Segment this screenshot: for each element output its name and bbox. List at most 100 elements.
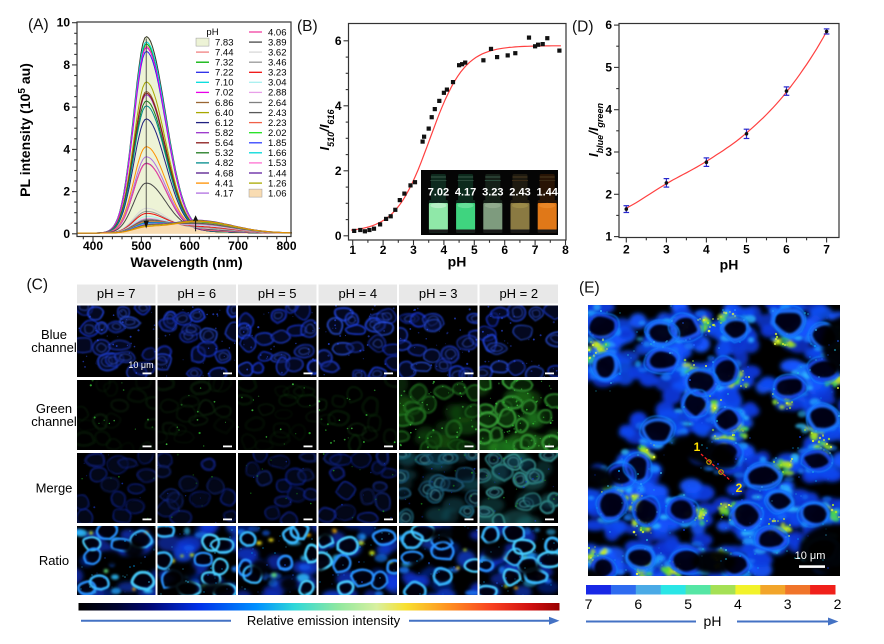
svg-text:pH = 7: pH = 7 <box>97 286 136 301</box>
svg-text:10 μm: 10 μm <box>795 550 826 562</box>
svg-text:6.86: 6.86 <box>215 98 234 109</box>
svg-text:400: 400 <box>83 239 103 253</box>
svg-text:7.02: 7.02 <box>215 88 234 99</box>
svg-text:(B): (B) <box>297 18 318 35</box>
svg-text:channel: channel <box>31 414 77 429</box>
svg-text:pH: pH <box>720 257 739 273</box>
svg-text:1: 1 <box>694 440 701 454</box>
svg-text:8: 8 <box>562 243 569 257</box>
svg-text:10: 10 <box>57 16 71 30</box>
svg-text:500: 500 <box>131 239 151 253</box>
svg-text:(A): (A) <box>28 17 49 34</box>
svg-text:6: 6 <box>634 596 642 612</box>
svg-text:pH = 6: pH = 6 <box>177 286 216 301</box>
svg-text:3: 3 <box>410 243 417 257</box>
svg-text:7.22: 7.22 <box>215 68 234 79</box>
svg-text:3: 3 <box>784 596 792 612</box>
svg-text:2: 2 <box>736 481 743 495</box>
svg-text:2.43: 2.43 <box>268 108 287 119</box>
svg-text:4: 4 <box>605 103 612 117</box>
svg-text:2: 2 <box>605 187 612 201</box>
svg-text:2.02: 2.02 <box>268 128 287 139</box>
svg-text:5.64: 5.64 <box>215 138 234 149</box>
svg-text:0: 0 <box>63 227 70 241</box>
svg-text:3.23: 3.23 <box>482 187 503 199</box>
svg-text:4: 4 <box>335 99 342 113</box>
svg-text:6: 6 <box>63 100 70 114</box>
svg-text:2: 2 <box>623 243 630 257</box>
svg-text:3.89: 3.89 <box>268 37 287 48</box>
svg-text:800: 800 <box>276 239 296 253</box>
svg-text:1.06: 1.06 <box>268 188 287 199</box>
svg-text:4.17: 4.17 <box>215 188 234 199</box>
svg-text:4: 4 <box>703 243 710 257</box>
svg-text:6.12: 6.12 <box>215 118 234 129</box>
svg-text:5: 5 <box>743 243 750 257</box>
svg-text:3.23: 3.23 <box>268 68 287 79</box>
svg-text:700: 700 <box>228 239 248 253</box>
svg-text:4.82: 4.82 <box>215 158 234 169</box>
svg-text:7: 7 <box>585 596 593 612</box>
svg-text:5: 5 <box>684 596 692 612</box>
svg-text:Merge: Merge <box>36 481 73 496</box>
svg-text:PL intensity (105 au): PL intensity (105 au) <box>17 63 34 197</box>
svg-text:4: 4 <box>441 243 448 257</box>
svg-text:3: 3 <box>663 243 670 257</box>
svg-text:pH = 3: pH = 3 <box>419 286 458 301</box>
svg-text:6.40: 6.40 <box>215 108 234 119</box>
svg-text:Blue: Blue <box>41 327 67 342</box>
svg-text:3.04: 3.04 <box>268 78 287 89</box>
svg-text:7: 7 <box>823 243 830 257</box>
svg-text:Ratio: Ratio <box>39 553 69 568</box>
svg-text:(D): (D) <box>572 19 594 36</box>
svg-text:Wavelength (nm): Wavelength (nm) <box>130 254 242 270</box>
svg-text:2.88: 2.88 <box>268 88 287 99</box>
svg-text:6: 6 <box>605 18 612 32</box>
svg-text:3: 3 <box>605 145 612 159</box>
svg-text:Green: Green <box>36 401 72 416</box>
svg-text:4.68: 4.68 <box>215 168 234 179</box>
svg-text:pH = 4: pH = 4 <box>338 286 377 301</box>
svg-text:1.85: 1.85 <box>268 138 287 149</box>
svg-text:4.41: 4.41 <box>215 178 234 189</box>
svg-text:7: 7 <box>532 243 539 257</box>
svg-text:7.44: 7.44 <box>215 47 234 58</box>
svg-text:(E): (E) <box>579 280 600 297</box>
svg-text:2.64: 2.64 <box>268 98 287 109</box>
svg-text:pH = 5: pH = 5 <box>258 286 297 301</box>
svg-text:6: 6 <box>783 243 790 257</box>
svg-text:4.06: 4.06 <box>268 27 287 38</box>
svg-text:5: 5 <box>471 243 478 257</box>
svg-text:3.46: 3.46 <box>268 58 287 69</box>
svg-text:Relative emission intensity: Relative emission intensity <box>247 613 401 628</box>
svg-text:5.82: 5.82 <box>215 128 234 139</box>
svg-text:1.44: 1.44 <box>536 187 558 199</box>
svg-text:2: 2 <box>335 164 342 178</box>
svg-text:7.83: 7.83 <box>215 37 234 48</box>
svg-text:2.43: 2.43 <box>509 187 530 199</box>
svg-text:2: 2 <box>834 596 842 612</box>
svg-text:5: 5 <box>605 60 612 74</box>
svg-text:pH: pH <box>206 27 218 38</box>
svg-text:pH: pH <box>704 613 722 629</box>
svg-text:6: 6 <box>501 243 508 257</box>
svg-text:pH: pH <box>448 254 467 270</box>
svg-text:(C): (C) <box>27 277 49 294</box>
svg-text:1.44: 1.44 <box>268 168 287 179</box>
svg-text:1.26: 1.26 <box>268 178 287 189</box>
svg-text:7.10: 7.10 <box>215 78 234 89</box>
svg-text:1: 1 <box>605 230 612 244</box>
svg-text:pH = 2: pH = 2 <box>499 286 538 301</box>
svg-text:1.53: 1.53 <box>268 158 287 169</box>
svg-text:1: 1 <box>349 243 356 257</box>
svg-text:600: 600 <box>180 239 200 253</box>
svg-text:4: 4 <box>734 596 742 612</box>
svg-text:1.66: 1.66 <box>268 148 287 159</box>
svg-text:6: 6 <box>335 34 342 48</box>
svg-text:10 μm: 10 μm <box>128 360 153 370</box>
svg-text:3.62: 3.62 <box>268 47 287 58</box>
svg-text:7.02: 7.02 <box>428 187 449 199</box>
svg-text:2.23: 2.23 <box>268 118 287 129</box>
svg-text:4: 4 <box>63 142 70 156</box>
svg-text:8: 8 <box>63 58 70 72</box>
